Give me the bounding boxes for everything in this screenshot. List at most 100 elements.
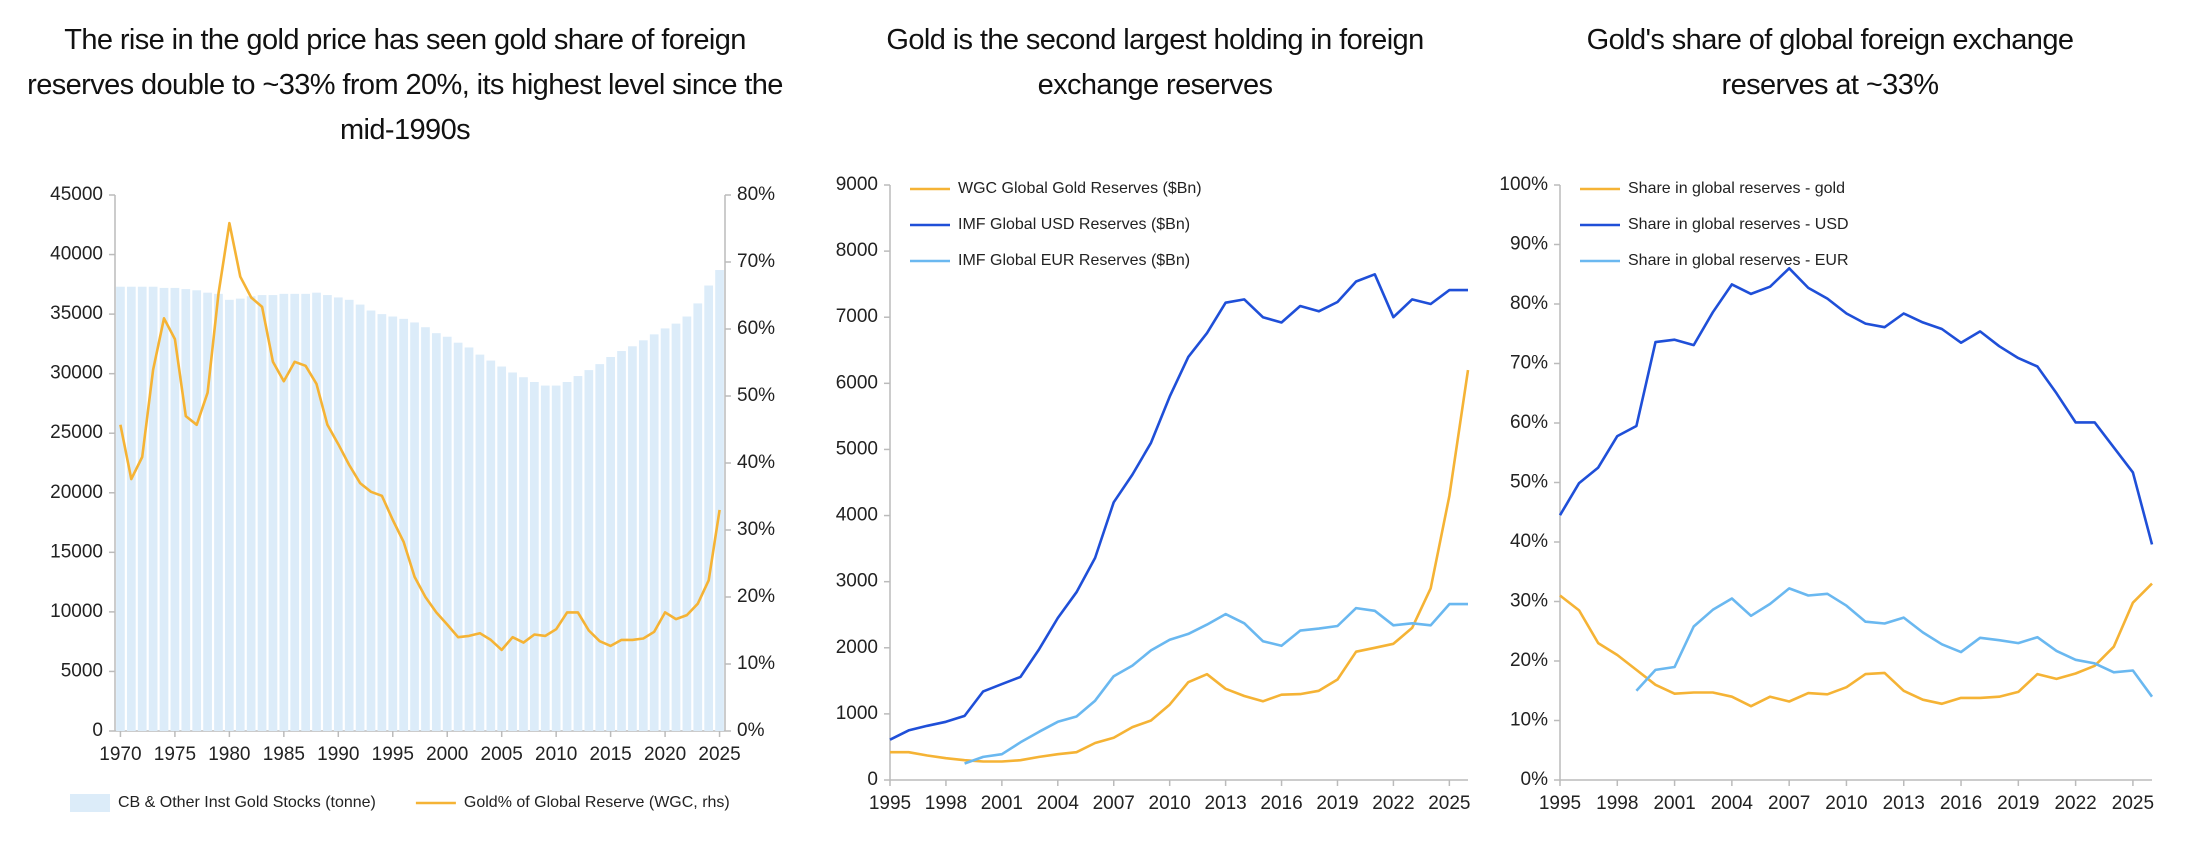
bar [366, 310, 376, 731]
y-tick-label: 3000 [836, 571, 878, 592]
x-tick-label: 2004 [1037, 793, 1080, 814]
y-tick-label: 0 [867, 769, 878, 790]
bar [323, 295, 332, 731]
bar [617, 351, 626, 731]
y-tick-label: 4000 [836, 505, 878, 526]
bar [540, 385, 550, 731]
bar [497, 366, 507, 731]
bar [464, 347, 474, 731]
bar [431, 333, 441, 731]
bar [214, 293, 223, 731]
y-tick-label: 20% [1510, 650, 1548, 671]
legend-label: CB & Other Inst Gold Stocks (tonne) [118, 794, 376, 811]
legend-label: Share in global reserves - gold [1628, 180, 1845, 197]
bar [693, 303, 703, 731]
y2-tick-label: 10% [737, 653, 775, 674]
x-tick-label: 2004 [1711, 793, 1754, 814]
bar [660, 328, 670, 731]
y2-tick-label: 80% [737, 184, 775, 205]
bar [715, 270, 724, 731]
bar [377, 314, 387, 731]
bar [573, 376, 583, 731]
bar [246, 296, 256, 731]
y-tick-label: 10000 [50, 601, 103, 622]
bar [344, 299, 354, 731]
y-tick-label: 60% [1510, 412, 1548, 433]
x-tick-label: 1995 [372, 744, 414, 765]
bar [126, 286, 136, 731]
y2-tick-label: 20% [737, 586, 775, 607]
bar [410, 322, 419, 731]
bar [628, 346, 637, 731]
bar [301, 293, 310, 731]
bar [148, 286, 158, 731]
x-tick-label: 2007 [1093, 793, 1135, 814]
bar [225, 299, 234, 731]
x-tick-label: 2010 [535, 744, 577, 765]
bar [519, 377, 528, 731]
y-tick-label: 20000 [50, 482, 103, 503]
bar [508, 372, 517, 731]
chart-title: Gold is the second largest holding in fo… [886, 24, 1424, 101]
bar [388, 316, 398, 731]
y-tick-label: 80% [1510, 293, 1548, 314]
legend-label: Share in global reserves - USD [1628, 216, 1849, 233]
y2-tick-label: 30% [737, 519, 775, 540]
line [1558, 267, 2154, 545]
x-tick-label: 1995 [869, 793, 911, 814]
x-tick-label: 2016 [1940, 793, 1982, 814]
y-tick-label: 70% [1510, 353, 1548, 374]
bar [562, 382, 572, 731]
x-tick-label: 2020 [644, 744, 686, 765]
x-tick-label: 1995 [1539, 793, 1581, 814]
x-tick-label: 1985 [263, 744, 305, 765]
x-tick-label: 2000 [426, 744, 468, 765]
bar [290, 293, 300, 731]
bar [475, 354, 485, 731]
bar [606, 356, 615, 731]
x-tick-label: 1990 [317, 744, 359, 765]
bar [137, 286, 147, 731]
x-tick-label: 1998 [1596, 793, 1638, 814]
bar [192, 290, 202, 731]
legend-label: IMF Global USD Reserves ($Bn) [958, 216, 1190, 233]
line [1559, 582, 2153, 708]
y-tick-label: 25000 [50, 422, 103, 443]
y2-tick-label: 60% [737, 318, 775, 339]
bar [584, 370, 594, 731]
y2-tick-label: 40% [737, 452, 775, 473]
x-tick-label: 2010 [1149, 793, 1191, 814]
y-tick-label: 30% [1510, 591, 1548, 612]
x-tick-label: 2007 [1768, 793, 1810, 814]
y-tick-label: 45000 [50, 184, 103, 205]
y-tick-label: 7000 [836, 306, 878, 327]
line [964, 602, 1468, 765]
x-tick-label: 2001 [981, 793, 1023, 814]
bar [638, 340, 648, 731]
y-tick-label: 6000 [836, 372, 878, 393]
line [890, 369, 1470, 763]
bar [421, 327, 430, 731]
bar [257, 295, 267, 731]
y-tick-label: 40000 [50, 244, 103, 265]
bar [116, 286, 125, 731]
x-tick-label: 2013 [1204, 793, 1246, 814]
y-tick-label: 8000 [836, 240, 878, 261]
bar [355, 304, 365, 731]
y-tick-label: 35000 [50, 303, 103, 324]
x-tick-label: 2025 [2112, 793, 2154, 814]
y2-tick-label: 70% [737, 251, 775, 272]
legend-label: Share in global reserves - EUR [1628, 252, 1849, 269]
bar [268, 295, 278, 731]
bar [649, 334, 659, 731]
bar [312, 292, 321, 731]
y-tick-label: 90% [1510, 234, 1548, 255]
y-tick-label: 30000 [50, 363, 103, 384]
y-tick-label: 10% [1510, 710, 1548, 731]
y-tick-label: 5000 [836, 438, 878, 459]
x-tick-label: 2005 [481, 744, 523, 765]
bar [442, 336, 452, 731]
x-tick-label: 1980 [208, 744, 250, 765]
